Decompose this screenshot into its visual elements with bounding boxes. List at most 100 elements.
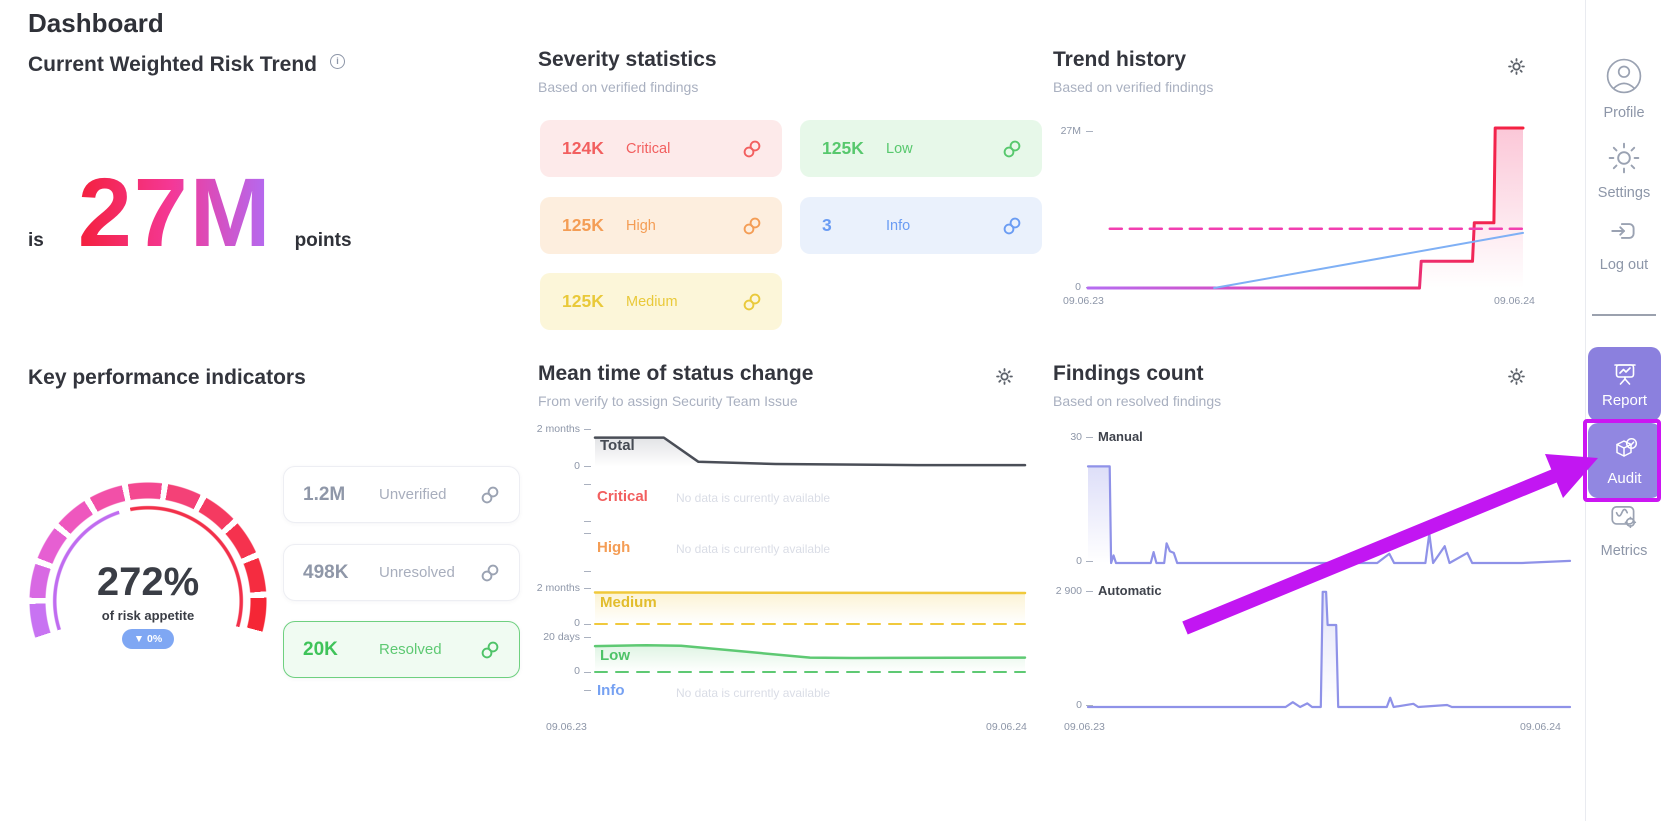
link-icon[interactable] [742, 216, 762, 236]
kpi-label: Unresolved [379, 564, 455, 581]
profile-icon [1606, 58, 1642, 94]
findings-manual-ymin: 0 [1076, 555, 1082, 567]
severity-value: 125K [562, 291, 604, 311]
findings-auto-ymax: 2 900 [1055, 585, 1082, 597]
severity-card-high[interactable]: 125K High [540, 197, 782, 254]
sidebar-item-logout[interactable]: Log out [1586, 215, 1661, 273]
severity-label: High [626, 217, 656, 234]
mt-label-info: Info [597, 682, 625, 699]
mt-label-medium: Medium [600, 594, 657, 611]
risk-value-suffix: points [294, 230, 352, 252]
kpi-card-unverified[interactable]: 1.2M Unverified [283, 466, 520, 523]
trend-x-right: 09.06.24 [1494, 295, 1535, 307]
trend-x-left: 09.06.23 [1063, 295, 1104, 307]
kpi-card-resolved[interactable]: 20K Resolved [283, 621, 520, 678]
report-icon [1613, 364, 1636, 385]
sidebar-item-report[interactable]: Report [1588, 347, 1661, 421]
mt-label-critical: Critical [597, 488, 648, 505]
severity-card-info[interactable]: 3 Info [800, 197, 1042, 254]
kpi-label: Unverified [379, 486, 447, 503]
mt-x-left: 09.06.23 [546, 721, 587, 733]
mt-tick: 20 days [543, 631, 580, 643]
link-icon[interactable] [480, 563, 500, 583]
right-sidebar: Profile Settings [1585, 0, 1661, 821]
severity-label: Medium [626, 293, 678, 310]
gear-icon[interactable] [996, 368, 1013, 385]
no-data-text: No data is currently available [676, 542, 831, 556]
link-icon[interactable] [480, 485, 500, 505]
sidebar-item-label: Log out [1599, 257, 1649, 273]
kpi-label: Resolved [379, 641, 442, 658]
sidebar-item-label: Report [1601, 392, 1648, 409]
severity-card-critical[interactable]: 124K Critical [540, 120, 782, 177]
kpi-value: 1.2M [303, 483, 346, 505]
severity-subtitle: Based on verified findings [538, 79, 699, 95]
trend-history-chart [1086, 126, 1525, 290]
sidebar-item-settings[interactable]: Settings [1586, 141, 1661, 201]
findings-manual-label: Manual [1098, 429, 1143, 444]
link-icon[interactable] [480, 640, 500, 660]
mt-tick: 2 months [536, 423, 580, 435]
gear-icon[interactable] [1508, 368, 1525, 385]
audit-icon [1615, 437, 1637, 457]
kpi-card-unresolved[interactable]: 498K Unresolved [283, 544, 520, 601]
weighted-risk-value: is 27M points [28, 158, 352, 267]
risk-trend-title: Current Weighted Risk Trend [28, 53, 317, 76]
sidebar-item-metrics[interactable]: Metrics [1586, 501, 1661, 559]
mt-tick: 0 [574, 460, 580, 472]
severity-value: 125K [822, 138, 864, 158]
mean-time-medium-chart [593, 591, 1027, 625]
severity-value: 125K [562, 215, 604, 235]
gauge-inner-arc [52, 505, 244, 697]
sidebar-item-label: Metrics [1600, 543, 1648, 559]
severity-card-low[interactable]: 125K Low [800, 120, 1042, 177]
sidebar-item-label: Audit [1607, 469, 1642, 487]
severity-value: 3 [822, 215, 832, 235]
mean-time-total-chart [593, 436, 1027, 467]
gauge-label: of risk appetite [101, 608, 195, 623]
gear-icon[interactable] [1508, 58, 1525, 75]
kpi-title: Key performance indicators [28, 366, 306, 389]
mean-time-subtitle: From verify to assign Security Team Issu… [538, 393, 798, 409]
no-data-text: No data is currently available [676, 686, 831, 700]
severity-label: Critical [626, 140, 671, 157]
risk-appetite-gauge: 272% of risk appetite ▼ 0% [28, 481, 268, 721]
link-icon[interactable] [1002, 139, 1022, 159]
gauge-value: 272% [96, 560, 200, 604]
mt-label-high: High [597, 539, 631, 556]
trend-y-min: 0 [1075, 281, 1081, 293]
metrics-icon [1611, 506, 1637, 529]
severity-label: Low [886, 140, 913, 157]
findings-x-left: 09.06.23 [1064, 721, 1105, 733]
severity-title: Severity statistics [538, 48, 717, 71]
risk-value-prefix: is [28, 230, 44, 252]
trend-history-title: Trend history [1053, 48, 1187, 71]
sidebar-item-profile[interactable]: Profile [1586, 58, 1661, 121]
sidebar-item-label: Profile [1603, 105, 1645, 121]
link-icon[interactable] [742, 292, 762, 312]
mt-x-right: 09.06.24 [986, 721, 1027, 733]
findings-automatic-chart [1086, 590, 1572, 709]
link-icon[interactable] [742, 139, 762, 159]
sidebar-divider [1592, 314, 1656, 316]
mt-label-total: Total [600, 437, 635, 454]
logout-icon [1611, 223, 1635, 239]
findings-x-right: 09.06.24 [1520, 721, 1561, 733]
no-data-text: No data is currently available [676, 491, 831, 505]
mean-time-low-chart [593, 643, 1027, 673]
kpi-value: 498K [303, 561, 349, 583]
settings-gear-icon [1608, 142, 1640, 174]
findings-auto-label: Automatic [1098, 583, 1162, 598]
gauge-delta-badge[interactable]: ▼ 0% [122, 629, 174, 649]
severity-card-medium[interactable]: 125K Medium [540, 273, 782, 330]
link-icon[interactable] [1002, 216, 1022, 236]
info-icon[interactable]: i [330, 54, 345, 69]
mt-tick: 0 [574, 665, 580, 677]
findings-auto-ymin: 0 [1076, 699, 1082, 711]
mt-tick: 2 months [536, 582, 580, 594]
findings-title: Findings count [1053, 362, 1204, 385]
risk-value: 27M [77, 158, 273, 267]
page-title: Dashboard [28, 8, 164, 38]
sidebar-item-audit[interactable]: Audit [1588, 423, 1661, 498]
findings-manual-chart [1086, 465, 1572, 565]
